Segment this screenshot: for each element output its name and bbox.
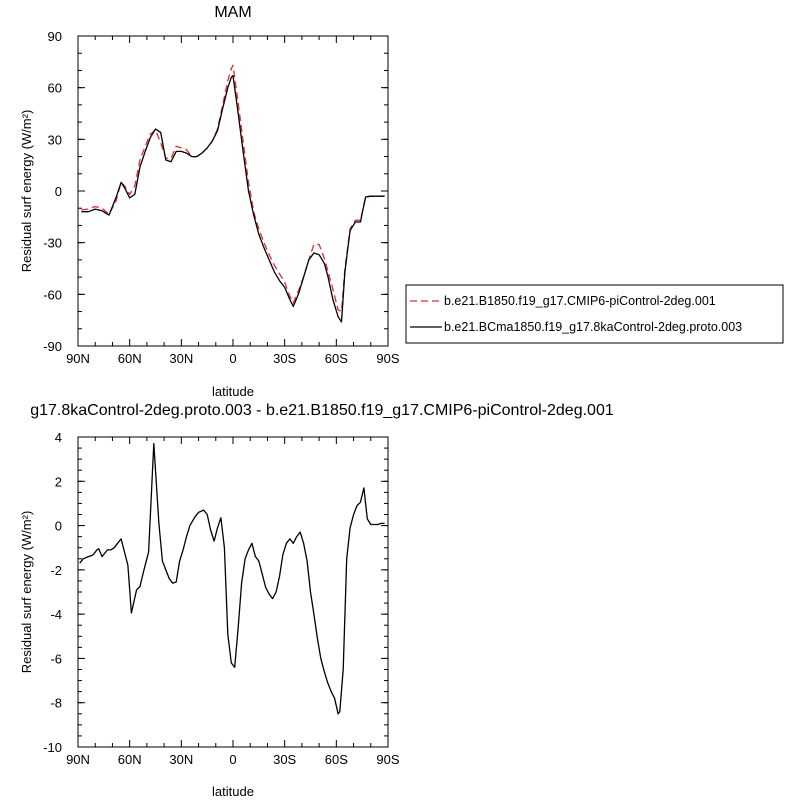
bottom-y-axis-label: Residual surf energy (W/m²) — [19, 511, 34, 674]
bottom-y-tick-label: -2 — [50, 563, 62, 578]
top-x-axis-label: latitude — [212, 384, 254, 399]
top-x-tick-label: 90N — [66, 351, 90, 366]
top-plot-frame — [77, 35, 389, 347]
legend-box — [405, 284, 784, 344]
top-y-tick-label: 30 — [48, 132, 62, 147]
top-series-line-2 — [81, 74, 385, 323]
top-x-tick-label: 60S — [325, 351, 348, 366]
bottom-y-tick-label: 0 — [55, 519, 62, 534]
legend-label-series-1: b.e21.B1850.f19_g17.CMIP6-piControl-2deg… — [444, 294, 716, 308]
top-y-tick-label: 60 — [48, 81, 62, 96]
top-panel: MAM 90N 60N 30N 0 30S 60S 90S9060300-30-60-90 … — [19, 4, 784, 399]
top-chart-title: MAM — [214, 4, 251, 21]
top-x-tick-label: 90S — [376, 351, 399, 366]
bottom-x-tick-label: 60S — [325, 752, 348, 767]
top-y-axis-label: Residual surf energy (W/m²) — [19, 110, 34, 273]
bottom-x-tick-label: 30S — [273, 752, 296, 767]
top-series-lines — [81, 64, 385, 323]
bottom-axes: 90N 60N 30N 0 30S 60S 90S 4 2 0 -2 -4 -6 -8 -10 — [43, 430, 400, 767]
top-x-tick-label: 60N — [118, 351, 142, 366]
top-x-tick-label: 30S — [273, 351, 296, 366]
top-x-tick-label: 30N — [169, 351, 193, 366]
bottom-y-tick-label: 2 — [55, 474, 62, 489]
top-series-line-1 — [81, 64, 385, 313]
bottom-y-tick-label: -10 — [43, 740, 62, 755]
bottom-x-tick-label: 90N — [66, 752, 90, 767]
top-y-tick-label: -30 — [43, 236, 62, 251]
bottom-y-tick-label: 4 — [55, 430, 62, 445]
bottom-y-tick-label: -4 — [50, 607, 62, 622]
bottom-x-tick-label: 0 — [229, 752, 236, 767]
bottom-x-tick-label: 90S — [376, 752, 399, 767]
legend-label-series-2: b.e21.BCma1850.f19_g17.8kaControl-2deg.p… — [444, 320, 742, 334]
bottom-plot-frame — [77, 436, 389, 748]
bottom-series-line-1 — [79, 442, 385, 715]
top-x-tick-label: 0 — [229, 351, 236, 366]
bottom-y-tick-label: -6 — [50, 651, 62, 666]
bottom-chart-title: g17.8kaControl-2deg.proto.003 - b.e21.B1… — [30, 402, 614, 419]
top-y-tick-label: 0 — [55, 184, 62, 199]
bottom-x-axis-label: latitude — [212, 784, 254, 799]
bottom-panel: g17.8kaControl-2deg.proto.003 - b.e21.B1… — [19, 402, 614, 799]
top-y-tick-label: 90 — [48, 29, 62, 44]
bottom-x-tick-label: 60N — [118, 752, 142, 767]
bottom-series-lines — [79, 442, 385, 715]
legend: b.e21.B1850.f19_g17.CMIP6-piControl-2deg… — [405, 284, 784, 344]
bottom-y-tick-label: -8 — [50, 696, 62, 711]
top-axes: 90N 60N 30N 0 30S 60S 90S 90 60 30 0 -30 -60 -90 — [43, 29, 400, 366]
top-y-tick-label: -60 — [43, 287, 62, 302]
bottom-x-tick-label: 30N — [169, 752, 193, 767]
top-y-tick-label: -90 — [43, 339, 62, 354]
